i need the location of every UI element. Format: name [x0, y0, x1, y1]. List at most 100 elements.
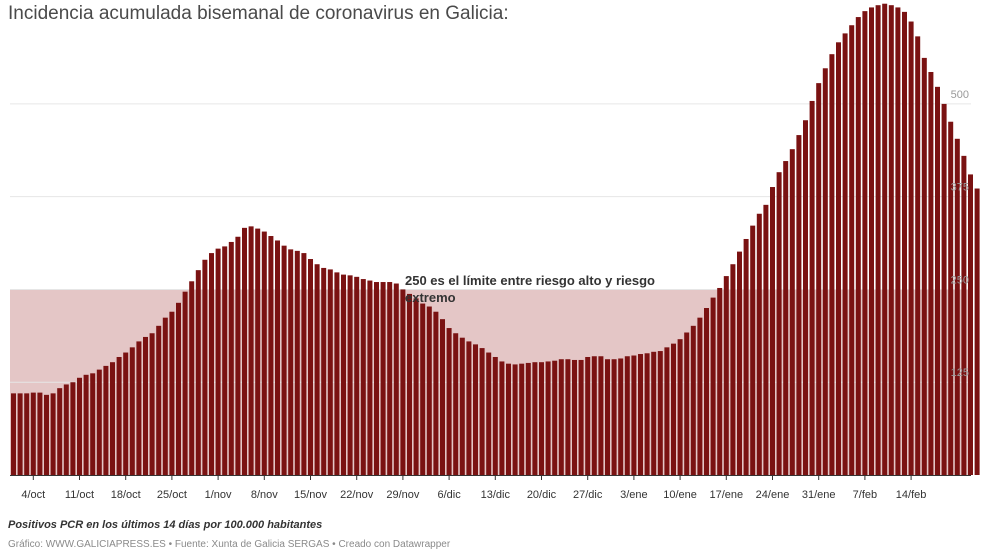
bar	[149, 333, 155, 475]
bar	[275, 240, 280, 475]
bar	[862, 11, 868, 475]
bar	[585, 356, 591, 475]
bar	[202, 259, 208, 475]
bar	[242, 227, 247, 475]
bar	[915, 36, 921, 475]
bar	[169, 311, 175, 475]
bar	[44, 394, 49, 475]
bar	[400, 289, 406, 475]
chart-credits: Gráfico: WWW.GALICIAPRESS.ES • Fuente: X…	[8, 539, 451, 550]
x-tick-label: 24/ene	[756, 489, 790, 501]
x-tick-label: 18/oct	[111, 489, 141, 501]
bar	[638, 354, 643, 475]
bar	[882, 3, 888, 475]
bar	[30, 392, 36, 475]
bars	[11, 3, 980, 475]
bar	[763, 204, 769, 475]
bar	[651, 351, 657, 475]
bar	[426, 306, 432, 475]
bar	[70, 382, 76, 475]
x-tick-label: 15/nov	[294, 489, 328, 501]
bar	[935, 86, 940, 475]
bar	[182, 291, 188, 475]
bar	[598, 356, 604, 475]
bar	[176, 302, 181, 475]
bar	[578, 359, 584, 475]
bar	[776, 172, 782, 475]
bar	[222, 246, 228, 475]
bar	[486, 352, 492, 475]
y-axis-labels: 125 250 375 500	[951, 89, 969, 379]
x-tick-label: 27/dic	[573, 489, 603, 501]
bar	[816, 83, 822, 475]
y-tick-label: 375	[951, 182, 969, 194]
x-axis: 4/oct 11/oct 18/oct 25/oct 1/nov 8/nov 15/nov 2…	[10, 475, 971, 501]
bar	[532, 362, 538, 475]
bar	[717, 287, 723, 475]
bar	[512, 364, 518, 475]
bar	[974, 188, 980, 475]
bar	[492, 356, 498, 475]
x-tick-label: 20/dic	[527, 489, 557, 501]
bar	[664, 347, 670, 475]
bar	[281, 245, 287, 475]
x-tick-label: 31/ene	[802, 489, 836, 501]
bar	[921, 57, 927, 475]
chart-title: Incidencia acumulada bisemanal de corona…	[8, 3, 509, 24]
bar	[380, 282, 386, 475]
x-tick-label: 3/ene	[620, 489, 648, 501]
x-tick-label: 11/oct	[65, 489, 94, 501]
bar	[374, 282, 379, 475]
bar	[829, 54, 835, 475]
bar	[209, 253, 214, 475]
bar	[248, 226, 254, 475]
bar	[288, 249, 294, 475]
x-tick-label: 6/dic	[437, 489, 461, 501]
bar	[195, 270, 201, 475]
x-tick-label: 1/nov	[205, 489, 232, 501]
bar	[710, 297, 716, 475]
bar	[116, 356, 122, 475]
bar	[466, 341, 472, 475]
bar	[677, 339, 683, 475]
x-tick-label: 4/oct	[21, 489, 45, 501]
x-tick-label: 13/dic	[481, 489, 511, 501]
bar	[189, 281, 195, 475]
bar	[796, 135, 802, 475]
bar	[697, 317, 703, 475]
bar	[875, 5, 881, 475]
bar	[704, 308, 709, 475]
bar	[235, 236, 241, 475]
x-tick-label: 10/ene	[663, 489, 697, 501]
bar	[268, 236, 274, 475]
bar	[11, 393, 16, 475]
bar	[591, 356, 597, 475]
x-tick-label: 7/feb	[853, 489, 877, 501]
bar	[453, 333, 459, 475]
bar	[961, 155, 967, 475]
threshold-annotation: 250 es el límite entre riesgo alto y rie…	[405, 273, 655, 305]
bar	[644, 353, 650, 475]
bar	[228, 241, 234, 475]
bar	[459, 337, 465, 475]
bar	[354, 276, 360, 475]
bar	[539, 362, 544, 475]
x-tick-label: 22/nov	[340, 489, 374, 501]
bar	[103, 365, 109, 475]
bar	[869, 7, 874, 475]
bar	[902, 11, 907, 475]
y-tick-label: 250	[951, 274, 969, 286]
x-tick-label: 17/ene	[709, 489, 743, 501]
bar	[446, 328, 452, 475]
bar	[327, 269, 333, 475]
bar	[393, 283, 399, 475]
bar	[83, 374, 89, 475]
bar	[822, 68, 828, 475]
bar	[842, 33, 848, 475]
bar	[809, 100, 815, 475]
y-tick-label: 500	[951, 89, 969, 101]
bar	[671, 343, 676, 475]
bar	[750, 225, 756, 475]
bar	[545, 361, 551, 475]
